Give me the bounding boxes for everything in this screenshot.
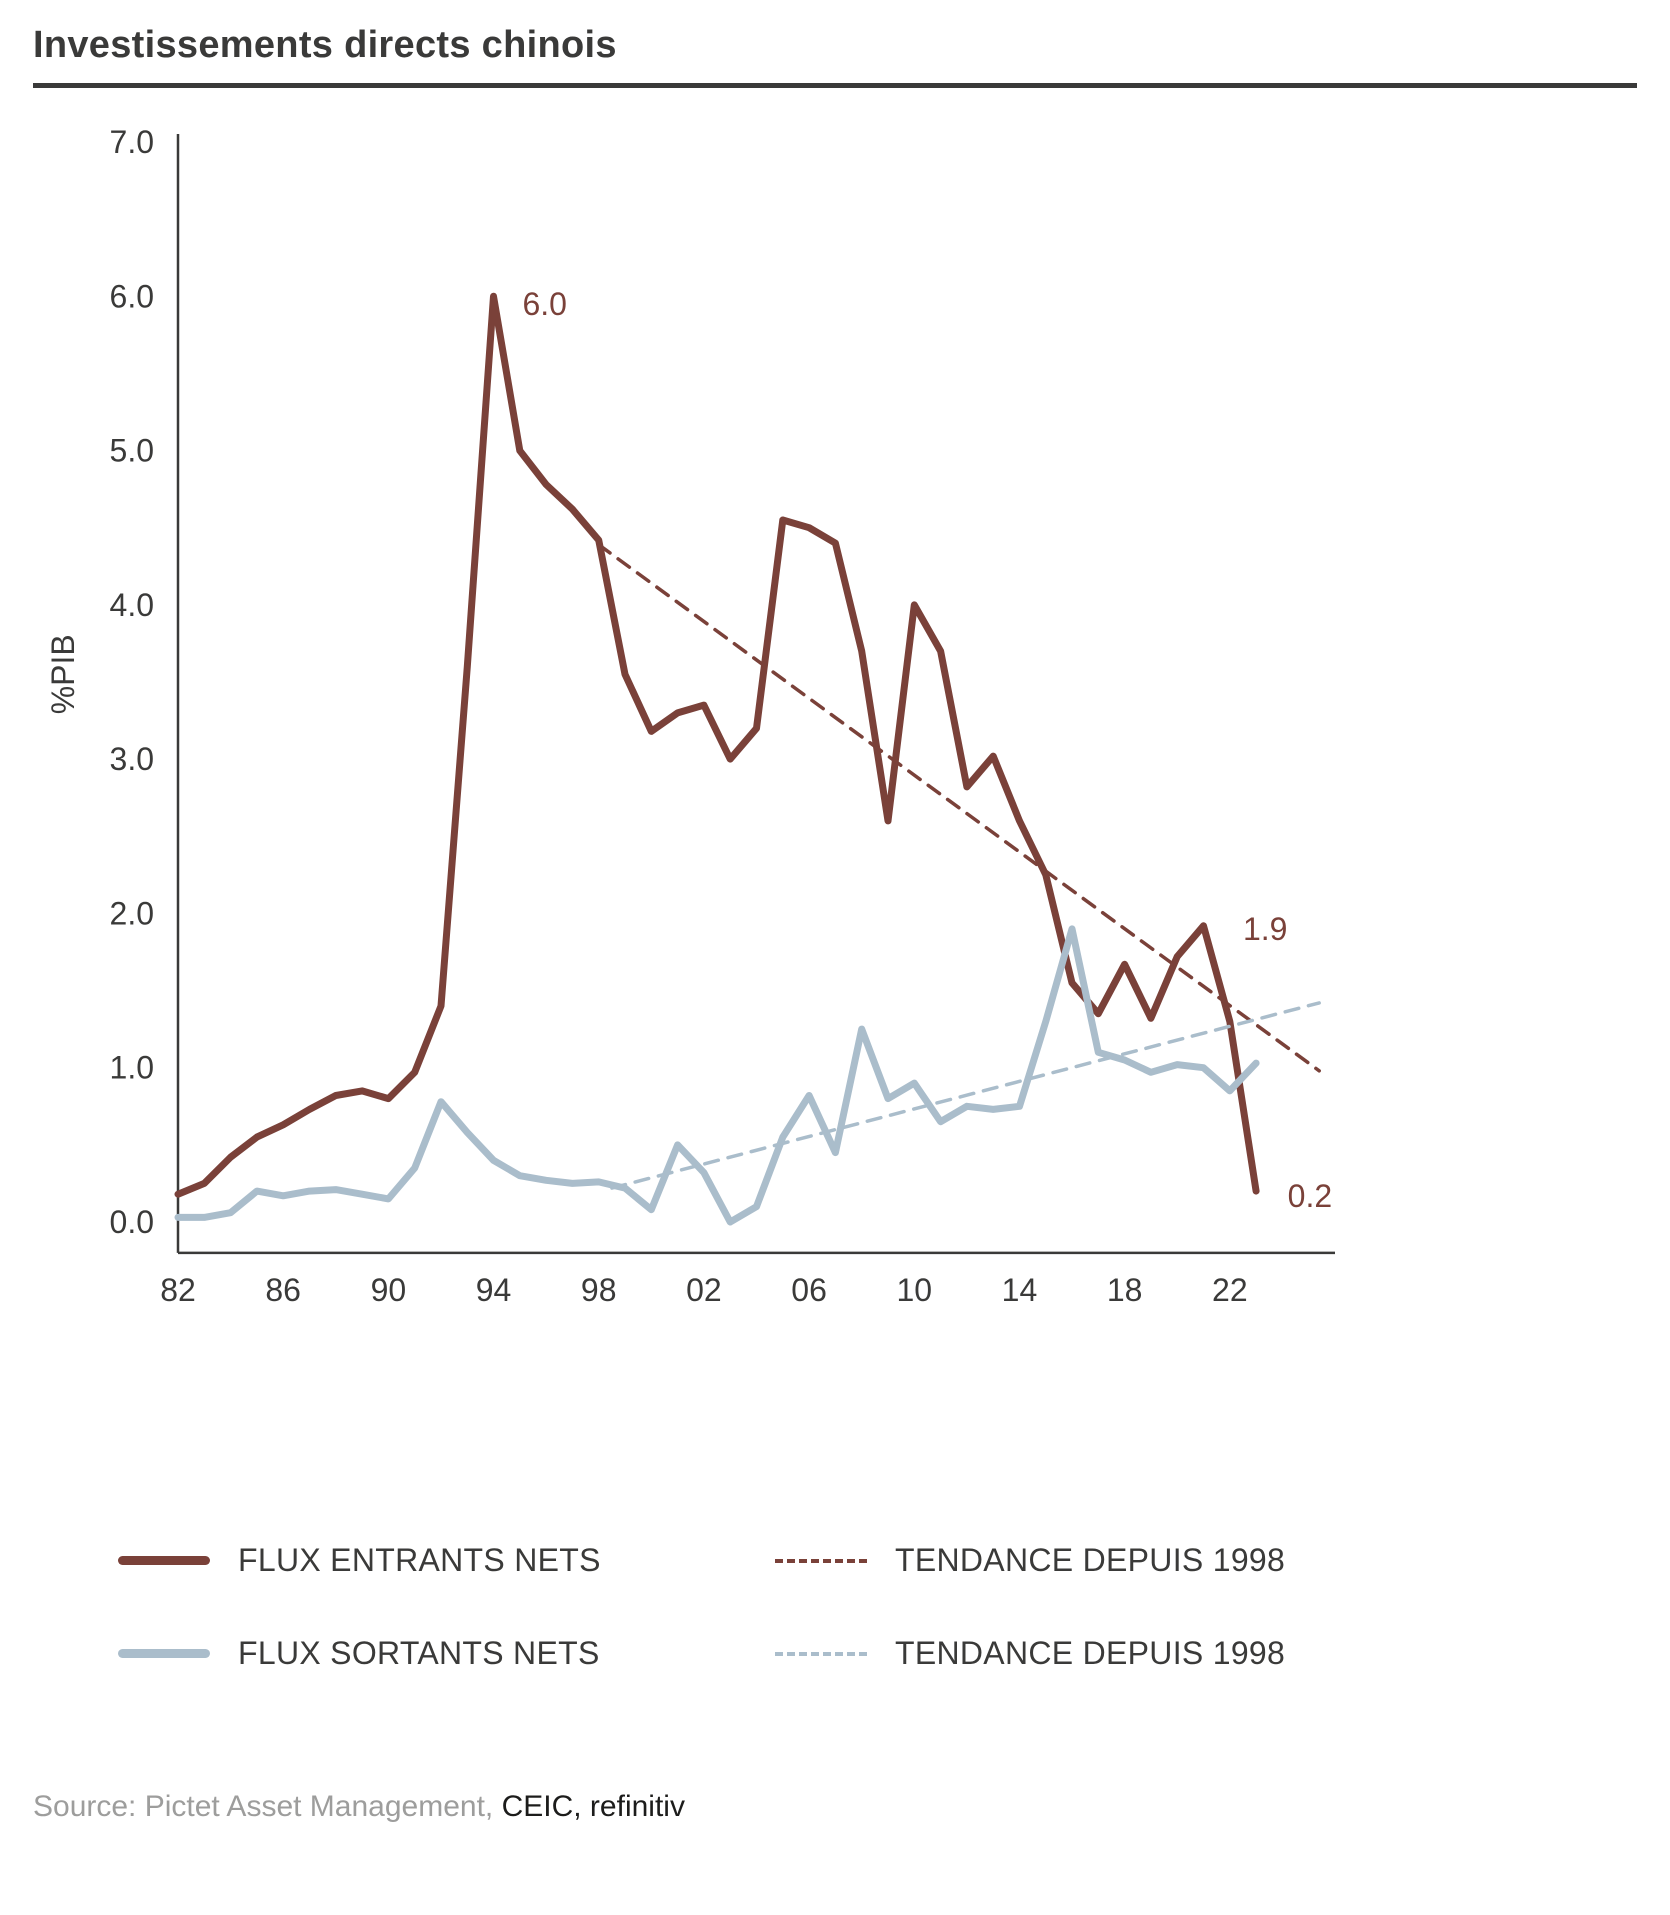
source-line: Source: Pictet Asset Management, CEIC, r… <box>33 1790 1670 1824</box>
legend-label: FLUX SORTANTS NETS <box>238 1635 600 1671</box>
svg-text:22: 22 <box>1212 1272 1248 1308</box>
svg-text:90: 90 <box>371 1272 407 1308</box>
svg-text:86: 86 <box>265 1272 301 1308</box>
svg-text:02: 02 <box>686 1272 722 1308</box>
chart-header: Investissements directs chinois <box>33 24 1637 88</box>
svg-text:94: 94 <box>476 1272 512 1308</box>
svg-text:18: 18 <box>1107 1272 1143 1308</box>
svg-text:2.0: 2.0 <box>110 895 154 931</box>
legend-swatch-dashed-line-icon <box>775 1651 867 1656</box>
chart-page: Investissements directs chinois 0.0 1.0 2.… <box>0 24 1670 1824</box>
legend-item-tendance-entrants: TENDANCE DEPUIS 1998 <box>775 1542 1670 1579</box>
title-rule <box>33 83 1637 88</box>
svg-text:5.0: 5.0 <box>110 433 154 469</box>
svg-text:6.0: 6.0 <box>522 286 566 322</box>
svg-text:82: 82 <box>160 1272 196 1308</box>
svg-text:6.0: 6.0 <box>110 278 154 314</box>
source-emphasis: CEIC, refinitiv <box>493 1790 685 1823</box>
legend-item-flux-sortants: FLUX SORTANTS NETS <box>118 1635 775 1672</box>
legend-item-tendance-sortants: TENDANCE DEPUIS 1998 <box>775 1635 1670 1672</box>
page-title: Investissements directs chinois <box>33 24 617 66</box>
line-chart: 0.0 1.0 2.0 3.0 4.0 5.0 6.0 7.0 82 86 90 94 98 02 06 10… <box>45 124 1335 1308</box>
svg-text:7.0: 7.0 <box>110 124 154 160</box>
svg-text:14: 14 <box>1002 1272 1038 1308</box>
legend-label: TENDANCE DEPUIS 1998 <box>895 1542 1286 1578</box>
svg-text:%PIB: %PIB <box>45 634 81 714</box>
legend: FLUX ENTRANTS NETS TENDANCE DEPUIS 1998 … <box>118 1542 1670 1672</box>
legend-label: FLUX ENTRANTS NETS <box>238 1542 601 1578</box>
svg-text:10: 10 <box>896 1272 932 1308</box>
svg-text:0.2: 0.2 <box>1288 1178 1332 1214</box>
svg-text:06: 06 <box>791 1272 827 1308</box>
source-muted: Source: Pictet Asset Management, <box>33 1790 494 1823</box>
svg-text:1.9: 1.9 <box>1243 911 1287 947</box>
svg-text:1.0: 1.0 <box>110 1050 154 1086</box>
svg-text:98: 98 <box>581 1272 617 1308</box>
legend-swatch-dashed-line-icon <box>775 1558 867 1563</box>
legend-swatch-solid-line-icon <box>118 1649 210 1658</box>
legend-label: TENDANCE DEPUIS 1998 <box>895 1635 1286 1671</box>
legend-swatch-solid-line-icon <box>118 1556 210 1565</box>
svg-text:0.0: 0.0 <box>110 1204 154 1240</box>
svg-text:4.0: 4.0 <box>110 587 154 623</box>
legend-item-flux-entrants: FLUX ENTRANTS NETS <box>118 1542 775 1579</box>
svg-text:3.0: 3.0 <box>110 741 154 777</box>
